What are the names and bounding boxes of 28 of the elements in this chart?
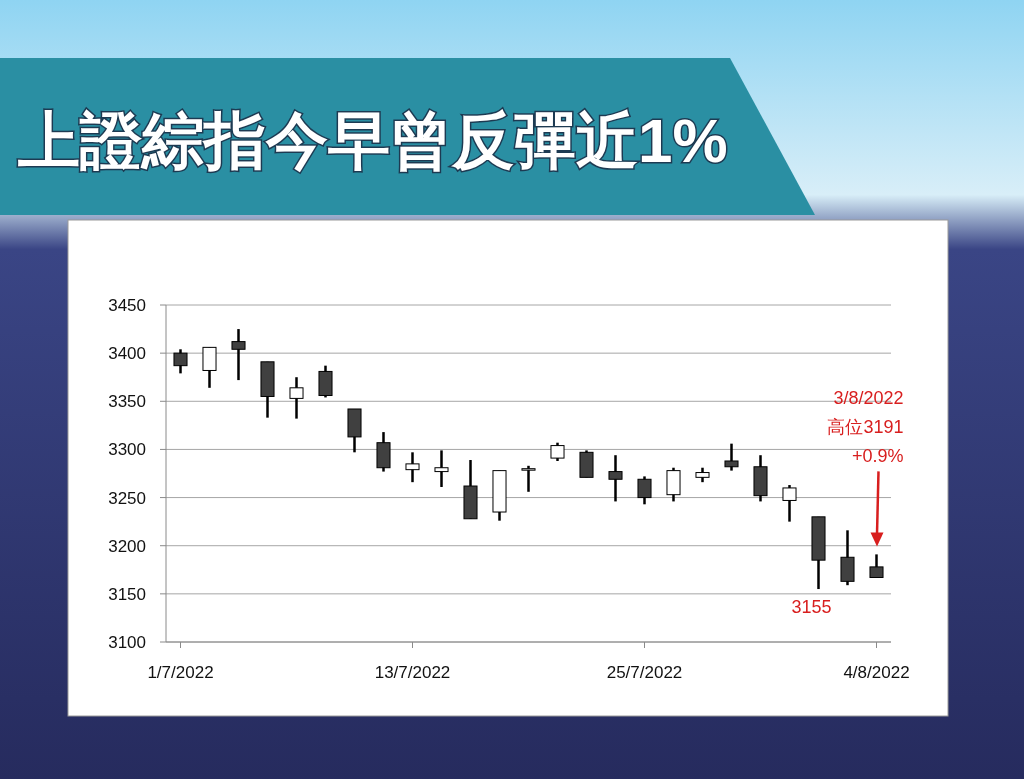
y-tick-label: 3200 [108,536,146,556]
candlestick [608,453,623,503]
x-tick-label: 4/8/2022 [843,663,910,682]
x-tick-label: 25/7/2022 [606,663,683,682]
candlestick [869,553,884,579]
candlestick [434,449,449,489]
annotation: 3155 [791,597,832,618]
candlestick [202,346,217,390]
candlestick [289,375,304,420]
x-tick-label: 13/7/2022 [374,663,451,682]
candlestick [637,475,652,506]
candlestick [405,451,420,484]
y-tick-label: 3400 [108,344,146,364]
candlestick [521,464,536,494]
title: 上證綜指今早曾反彈近1% [18,106,728,175]
candlestick [782,483,797,523]
y-tick-label: 3350 [108,392,146,412]
candlestick [550,441,565,463]
y-tick-label: 3150 [108,584,146,604]
y-tick-label: 3100 [108,633,146,652]
y-tick-label: 3450 [108,296,146,315]
annotation: 3/8/2022 高位3191 +0.9% [827,388,904,467]
candlestick [724,442,739,472]
candlestick [231,327,246,382]
candlestick [173,348,188,375]
y-tick-label: 3300 [108,440,146,460]
y-tick-label: 3250 [108,488,146,508]
x-tick-label: 1/7/2022 [147,663,214,682]
